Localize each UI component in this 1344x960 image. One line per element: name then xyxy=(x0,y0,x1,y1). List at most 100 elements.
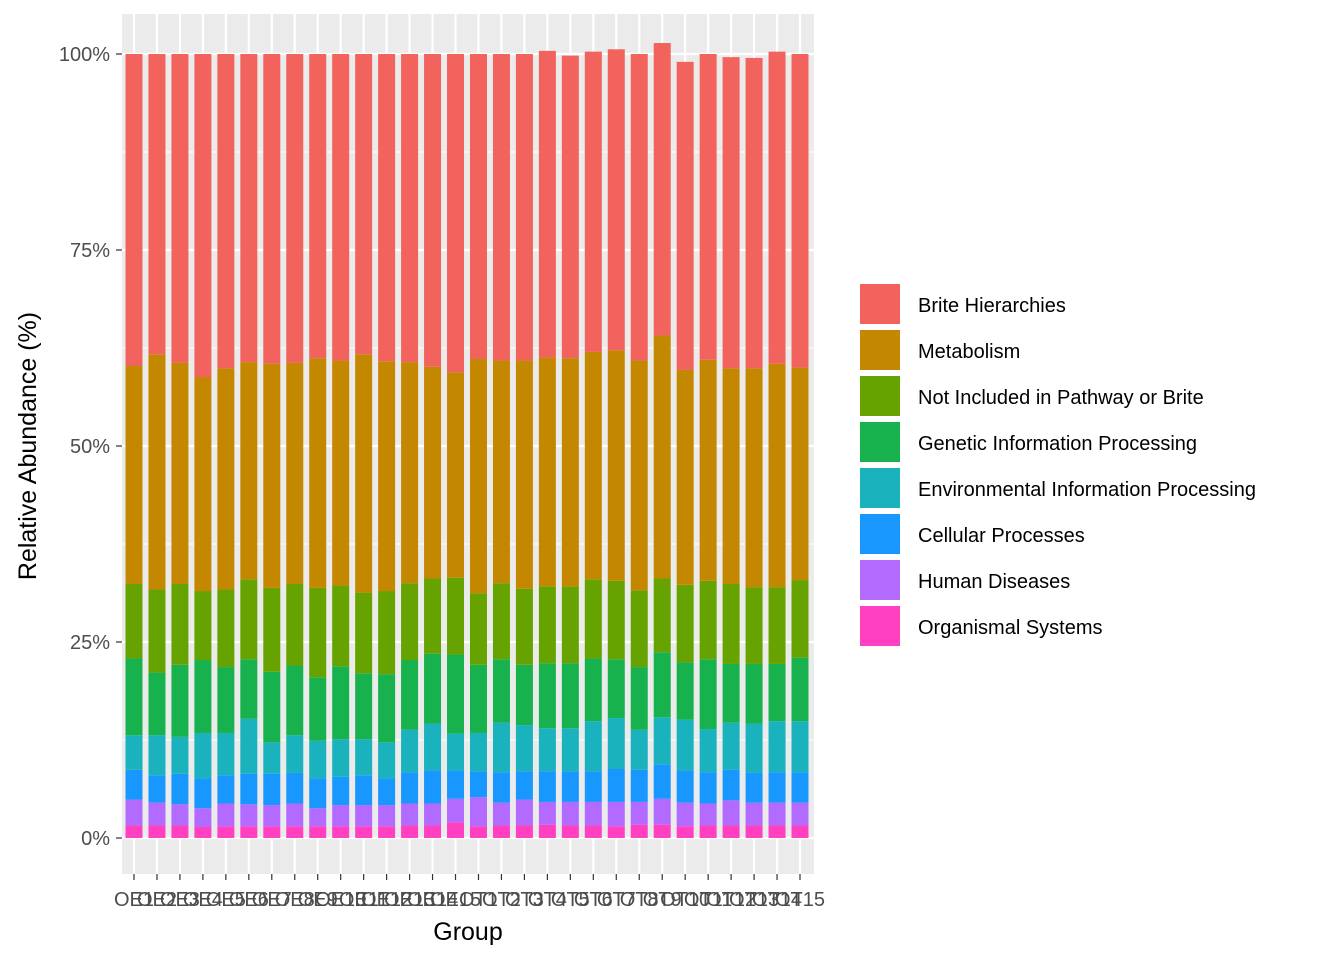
y-tick-label: 100% xyxy=(59,44,110,66)
bar-segment-OT15-metabolism xyxy=(791,367,809,581)
bar-segment-OE13-cellular-processes xyxy=(401,772,419,804)
bar-segment-OT6-brite-hierarchies xyxy=(584,51,602,352)
bar-segment-OE15-genetic-information-processing xyxy=(447,654,465,734)
bar-segment-OT7-brite-hierarchies xyxy=(607,49,625,351)
legend-swatch xyxy=(860,514,900,554)
bar-segment-OT10-metabolism xyxy=(676,369,694,585)
x-tick-label: OT7 xyxy=(597,889,636,911)
bar-segment-OE3-organismal-systems xyxy=(171,825,189,838)
bar-segment-OE1-human-diseases xyxy=(125,799,143,826)
bar-segment-OE11-environmental-information-processing xyxy=(355,739,373,776)
x-tick-label: OT9 xyxy=(643,889,682,911)
x-tick-label: OE5 xyxy=(206,889,246,911)
bar-segment-OE11-not-included-in-pathway-or-brite xyxy=(355,592,373,674)
bar-segment-OE4-metabolism xyxy=(194,377,212,592)
bar-segment-OE2-cellular-processes xyxy=(148,775,166,803)
bar-segment-OE6-human-diseases xyxy=(240,804,258,827)
bar-segment-OT11-environmental-information-processing xyxy=(699,729,717,773)
bar-segment-OE5-genetic-information-processing xyxy=(217,667,235,733)
bar-segment-OT15-human-diseases xyxy=(791,802,809,826)
bar-segment-OT9-metabolism xyxy=(653,335,671,579)
bar-segment-OT13-human-diseases xyxy=(745,802,763,826)
bar-segment-OE12-metabolism xyxy=(378,361,396,592)
bar-segment-OE4-cellular-processes xyxy=(194,778,212,809)
legend-swatch xyxy=(860,422,900,462)
bar-segment-OE3-human-diseases xyxy=(171,804,189,826)
bar-segment-OT8-cellular-processes xyxy=(630,769,648,802)
bar-segment-OE11-organismal-systems xyxy=(355,826,373,838)
bar-segment-OT11-not-included-in-pathway-or-brite xyxy=(699,580,717,660)
bar-segment-OT10-cellular-processes xyxy=(676,770,694,803)
bar-segment-OT7-metabolism xyxy=(607,350,625,581)
bar-segment-OT4-human-diseases xyxy=(538,801,556,825)
bar-segment-OE13-human-diseases xyxy=(401,803,419,826)
bar-segment-OE10-metabolism xyxy=(332,360,350,586)
legend-label: Environmental Information Processing xyxy=(918,479,1256,501)
x-tick-label: OT2 xyxy=(482,889,521,911)
bar-segment-OE12-organismal-systems xyxy=(378,826,396,838)
bar-segment-OT2-brite-hierarchies xyxy=(492,54,510,361)
bar-segment-OT2-organismal-systems xyxy=(492,825,510,838)
bars-layer xyxy=(125,43,809,838)
x-tick-label: OT4 xyxy=(528,889,567,911)
bar-segment-OT3-organismal-systems xyxy=(515,825,533,838)
bar-segment-OE2-human-diseases xyxy=(148,802,166,826)
bar-segment-OT11-genetic-information-processing xyxy=(699,659,717,730)
bar-segment-OE15-environmental-information-processing xyxy=(447,733,465,771)
bar-segment-OE13-metabolism xyxy=(401,362,419,584)
bar-segment-OT14-cellular-processes xyxy=(768,772,786,803)
bar-segment-OT2-genetic-information-processing xyxy=(492,659,510,723)
bar-segment-OT11-cellular-processes xyxy=(699,772,717,804)
bar-segment-OE6-cellular-processes xyxy=(240,773,258,805)
bar-segment-OE9-environmental-information-processing xyxy=(309,740,327,779)
bar-segment-OT9-not-included-in-pathway-or-brite xyxy=(653,578,671,653)
bar-segment-OT7-human-diseases xyxy=(607,801,625,827)
bar-segment-OT5-organismal-systems xyxy=(561,825,579,838)
bar-segment-OE15-organismal-systems xyxy=(447,822,465,838)
bar-segment-OE8-genetic-information-processing xyxy=(286,665,304,736)
bar-segment-OE7-organismal-systems xyxy=(263,826,281,838)
bar-segment-OE12-not-included-in-pathway-or-brite xyxy=(378,591,396,675)
bar-segment-OT1-cellular-processes xyxy=(469,771,487,798)
y-axis: 0% 25% 50% 75% 100% xyxy=(59,44,122,850)
legend-label: Cellular Processes xyxy=(918,525,1085,547)
bar-segment-OT15-genetic-information-processing xyxy=(791,657,809,722)
bar-segment-OE2-not-included-in-pathway-or-brite xyxy=(148,589,166,673)
bar-segment-OT4-environmental-information-processing xyxy=(538,728,556,772)
bar-segment-OE8-metabolism xyxy=(286,362,304,584)
bar-segment-OT2-cellular-processes xyxy=(492,772,510,803)
bar-segment-OT10-organismal-systems xyxy=(676,826,694,838)
bar-segment-OE10-environmental-information-processing xyxy=(332,739,350,777)
bar-segment-OT8-not-included-in-pathway-or-brite xyxy=(630,590,648,668)
bar-segment-OE14-human-diseases xyxy=(424,803,442,826)
x-tick-label: OE14 xyxy=(407,889,458,911)
bar-segment-OE5-cellular-processes xyxy=(217,775,235,804)
bar-segment-OT14-organismal-systems xyxy=(768,825,786,838)
x-axis: OE1OE2OE3OE4OE5OE6OE7OE8OE9OE10OE11OE12O… xyxy=(114,874,825,911)
bar-segment-OE9-brite-hierarchies xyxy=(309,54,327,359)
bar-segment-OT3-environmental-information-processing xyxy=(515,725,533,772)
bar-segment-OE1-genetic-information-processing xyxy=(125,658,143,736)
bar-segment-OT9-human-diseases xyxy=(653,798,671,825)
bar-segment-OT14-human-diseases xyxy=(768,802,786,826)
bar-segment-OT2-human-diseases xyxy=(492,802,510,826)
bar-segment-OE10-brite-hierarchies xyxy=(332,54,350,361)
bar-segment-OE6-not-included-in-pathway-or-brite xyxy=(240,579,258,660)
bar-segment-OE2-brite-hierarchies xyxy=(148,54,166,355)
bar-segment-OE11-brite-hierarchies xyxy=(355,54,373,355)
legend-swatch xyxy=(860,560,900,600)
bar-segment-OE8-cellular-processes xyxy=(286,772,304,804)
bar-segment-OT15-cellular-processes xyxy=(791,772,809,803)
bar-segment-OE11-human-diseases xyxy=(355,805,373,827)
bar-segment-OT11-metabolism xyxy=(699,359,717,581)
bar-segment-OE13-genetic-information-processing xyxy=(401,660,419,730)
bar-segment-OE7-not-included-in-pathway-or-brite xyxy=(263,587,281,672)
bar-segment-OT14-genetic-information-processing xyxy=(768,663,786,722)
bar-segment-OE12-cellular-processes xyxy=(378,778,396,806)
bar-segment-OT15-brite-hierarchies xyxy=(791,54,809,368)
x-tick-label: OE6 xyxy=(229,889,269,911)
bar-segment-OE1-metabolism xyxy=(125,366,143,584)
legend-swatch xyxy=(860,284,900,324)
bar-segment-OT12-brite-hierarchies xyxy=(722,57,740,369)
bar-segment-OE10-organismal-systems xyxy=(332,826,350,838)
